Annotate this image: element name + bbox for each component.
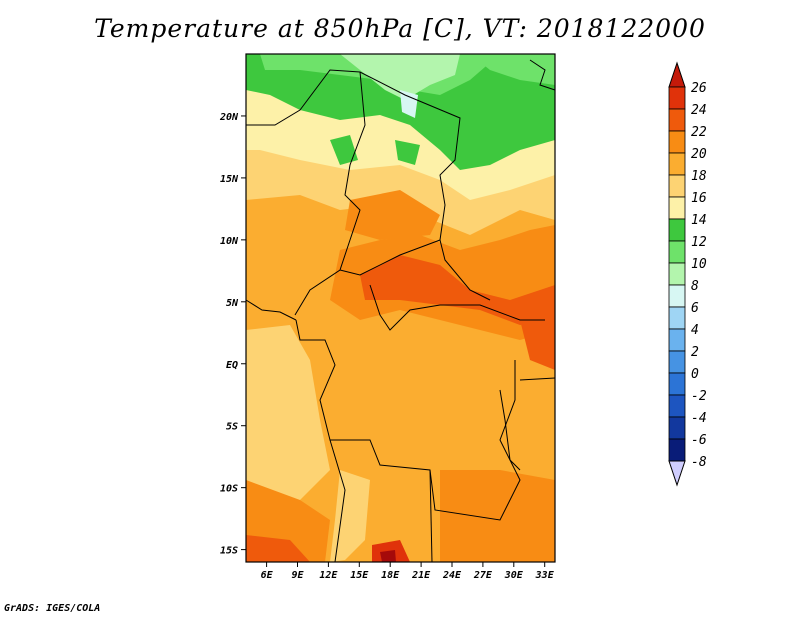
colorbar-swatch xyxy=(668,328,686,352)
colorbar-swatch xyxy=(668,372,686,396)
lake-line xyxy=(499,389,521,471)
border-line-4 xyxy=(369,284,545,331)
colorbar-swatch xyxy=(668,306,686,330)
border-line-9 xyxy=(529,59,556,91)
x-tick-label: 24E xyxy=(442,570,462,581)
colorbar-swatch xyxy=(668,86,686,110)
colorbar-label: 24 xyxy=(691,103,707,118)
band-12-14-patch2 xyxy=(395,140,420,165)
colorbar-label: 2 xyxy=(691,345,699,360)
colorbar-swatch xyxy=(668,130,686,154)
band-20-22-se xyxy=(440,470,555,562)
band-22-24-sw xyxy=(246,535,310,562)
temperature-field xyxy=(246,54,555,562)
x-tick-label: 18E xyxy=(381,570,400,581)
colorbar-swatch xyxy=(668,394,686,418)
coastline-west xyxy=(245,299,297,321)
x-tick-label: 27E xyxy=(473,570,493,581)
colorbar-swatch xyxy=(668,108,686,132)
border-line-5 xyxy=(295,319,521,521)
colorbar-label: 8 xyxy=(691,279,699,294)
country-borders xyxy=(245,59,556,563)
colorbar-label: -6 xyxy=(691,433,707,448)
border-line-2 xyxy=(294,71,366,316)
colorbar-swatch xyxy=(668,152,686,176)
colorbar-bottom-arrow xyxy=(668,460,686,487)
band-20-22-north xyxy=(345,190,440,240)
colorbar-swatch xyxy=(668,174,686,198)
colorbar-label: 6 xyxy=(691,301,699,316)
border-line-8 xyxy=(519,377,556,381)
colorbar-top-arrow xyxy=(668,61,686,88)
chart-title: Temperature at 850hPa [C], VT: 201812200… xyxy=(94,14,706,43)
x-tick-label: 33E xyxy=(535,570,555,581)
band-6-8 xyxy=(400,90,418,118)
band-8-10 xyxy=(340,54,460,100)
band-26-plus xyxy=(380,550,396,562)
colorbar-label: 18 xyxy=(691,169,707,184)
y-tick-label: 15N xyxy=(220,174,239,185)
x-tick-label: 9E xyxy=(291,570,304,581)
colorbar-label: 4 xyxy=(691,323,699,338)
band-16-18-south xyxy=(330,470,370,562)
colorbar-label: 16 xyxy=(691,191,707,206)
colorbar-label: 22 xyxy=(691,125,707,140)
colorbar-swatch xyxy=(668,262,686,286)
colorbar-swatch xyxy=(668,196,686,220)
colorbar-label: 14 xyxy=(691,213,707,228)
y-tick-label: EQ xyxy=(226,360,238,371)
x-tick-label: 15E xyxy=(350,570,369,581)
x-tick-label: 6E xyxy=(261,570,274,581)
y-axis: 20N 15N 10N 5N EQ 5S 10S 15S xyxy=(219,112,246,557)
y-tick-label: 10S xyxy=(220,484,238,495)
border-line-3 xyxy=(339,239,441,276)
x-tick-label: 30E xyxy=(504,570,524,581)
band-12-14 xyxy=(246,54,555,170)
x-axis: 6E 9E 12E 15E 18E 21E 24E 27E 30E 33E xyxy=(261,562,555,581)
colorbar-label: 10 xyxy=(691,257,707,272)
x-tick-label: 12E xyxy=(319,570,338,581)
grads-credit: GrADS: IGES/COLA xyxy=(4,603,101,614)
colorbar-label: -8 xyxy=(691,455,707,470)
band-22-24-east xyxy=(520,315,555,370)
band-12-14-patch xyxy=(330,135,358,165)
colorbar-label: 0 xyxy=(691,367,699,382)
colorbar-swatch xyxy=(668,218,686,242)
colorbar-swatch xyxy=(668,284,686,308)
colorbar-label: -4 xyxy=(691,411,707,426)
border-line-6 xyxy=(429,469,433,563)
band-10-12-east xyxy=(470,54,555,85)
colorbar-swatch xyxy=(668,438,686,462)
x-tick-label: 21E xyxy=(411,570,431,581)
y-tick-label: 15S xyxy=(220,546,238,557)
y-tick-label: 20N xyxy=(219,112,239,123)
y-tick-label: 5S xyxy=(226,422,238,433)
border-line-7 xyxy=(329,439,346,563)
band-16-18-west xyxy=(246,325,330,510)
y-tick-label: 5N xyxy=(226,298,239,309)
colorbar-label: 20 xyxy=(691,147,707,162)
y-tick-label: 10N xyxy=(220,236,239,247)
border-line-1 xyxy=(246,69,491,301)
map-frame xyxy=(245,53,556,563)
colorbar-label: 12 xyxy=(691,235,707,250)
colorbar-label: 26 xyxy=(691,81,707,96)
colorbar-label: -2 xyxy=(691,389,707,404)
band-22-24 xyxy=(360,255,555,325)
colorbar-swatch xyxy=(668,416,686,440)
colorbar-swatch xyxy=(668,350,686,374)
colorbar-swatch xyxy=(668,240,686,264)
